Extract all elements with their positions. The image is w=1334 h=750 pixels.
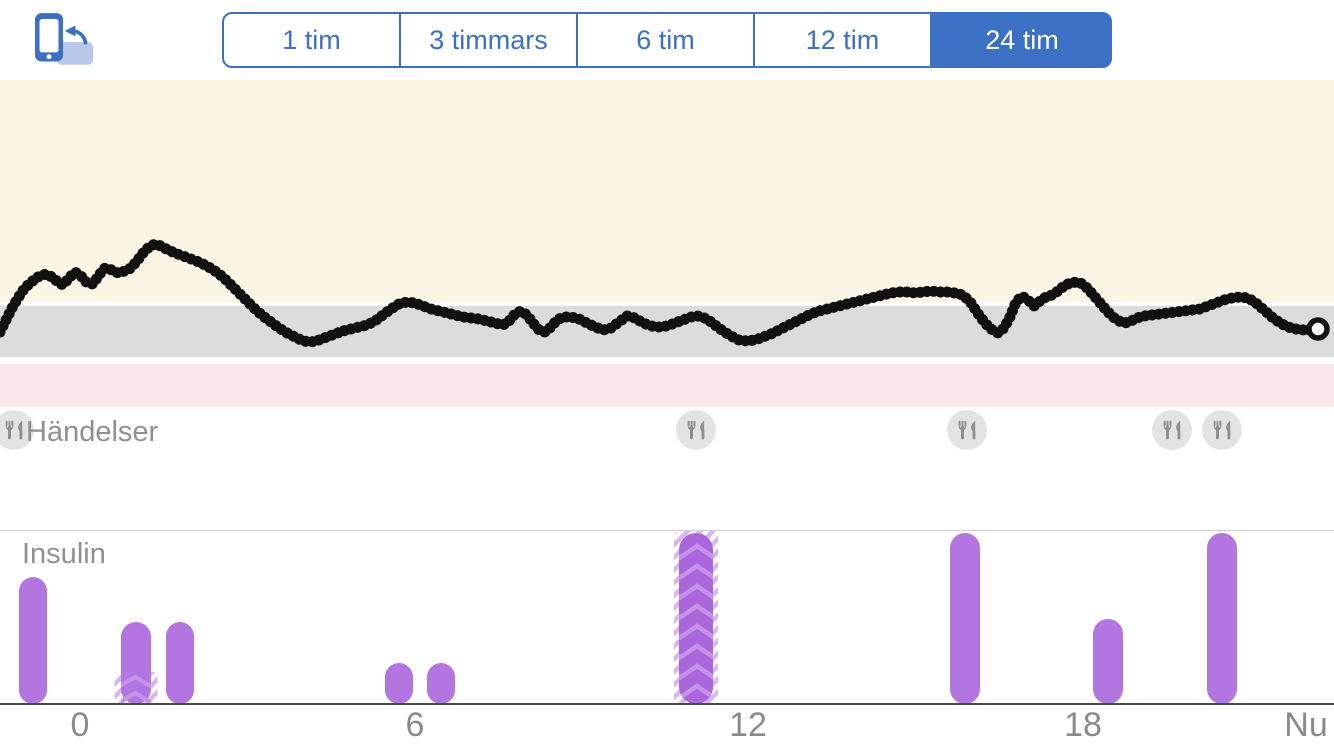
time-range-3h[interactable]: 3 timmars [401, 14, 578, 66]
insulin-label: Insulin [22, 538, 106, 570]
x-axis-label: 0 [70, 706, 90, 744]
time-range-1h[interactable]: 1 tim [224, 14, 401, 66]
insulin-bar [385, 663, 413, 704]
insulin-bar [19, 577, 47, 704]
insulin-bar [166, 622, 194, 704]
insulin-bar [950, 533, 980, 704]
fork-knife-icon [687, 420, 705, 440]
x-axis-label: Nu [1284, 706, 1328, 744]
x-axis-label: 12 [729, 706, 767, 744]
fork-knife-icon [5, 420, 23, 440]
zone-below-range [0, 364, 1334, 407]
time-range-selector: 1 tim 3 timmars 6 tim 12 tim 24 tim [222, 12, 1112, 68]
fork-knife-icon [1163, 420, 1181, 440]
time-range-6h[interactable]: 6 tim [578, 14, 755, 66]
zone-above-range [0, 80, 1334, 302]
fork-knife-icon [1213, 420, 1231, 440]
insulin-bar [1093, 619, 1123, 704]
x-axis-label: 18 [1064, 706, 1102, 744]
events-label: Händelser [26, 416, 159, 448]
meal-event-icon[interactable] [676, 410, 716, 450]
rotate-phone-button[interactable] [28, 12, 98, 68]
current-glucose-marker [1306, 317, 1330, 341]
insulin-bar-chevron [121, 672, 151, 704]
toolbar: 1 tim 3 timmars 6 tim 12 tim 24 tim [0, 0, 1334, 80]
meal-event-icon[interactable] [1152, 410, 1192, 450]
insulin-bar-chevron [679, 533, 713, 704]
meal-event-icon[interactable] [1202, 410, 1242, 450]
meal-event-icon[interactable] [0, 410, 34, 450]
x-axis-line [0, 703, 1334, 705]
insulin-bar [1207, 533, 1237, 704]
insulin-bar [427, 663, 455, 704]
time-range-24h[interactable]: 24 tim [932, 12, 1112, 68]
insulin-chart [19, 531, 1237, 705]
insulin-separator [0, 530, 1334, 531]
glucose-trace [0, 238, 1330, 348]
rotate-phone-icon [35, 13, 94, 65]
x-axis-label: 6 [405, 706, 425, 744]
time-range-12h[interactable]: 12 tim [755, 14, 932, 66]
fork-knife-icon [958, 420, 976, 440]
meal-event-icon[interactable] [947, 410, 987, 450]
